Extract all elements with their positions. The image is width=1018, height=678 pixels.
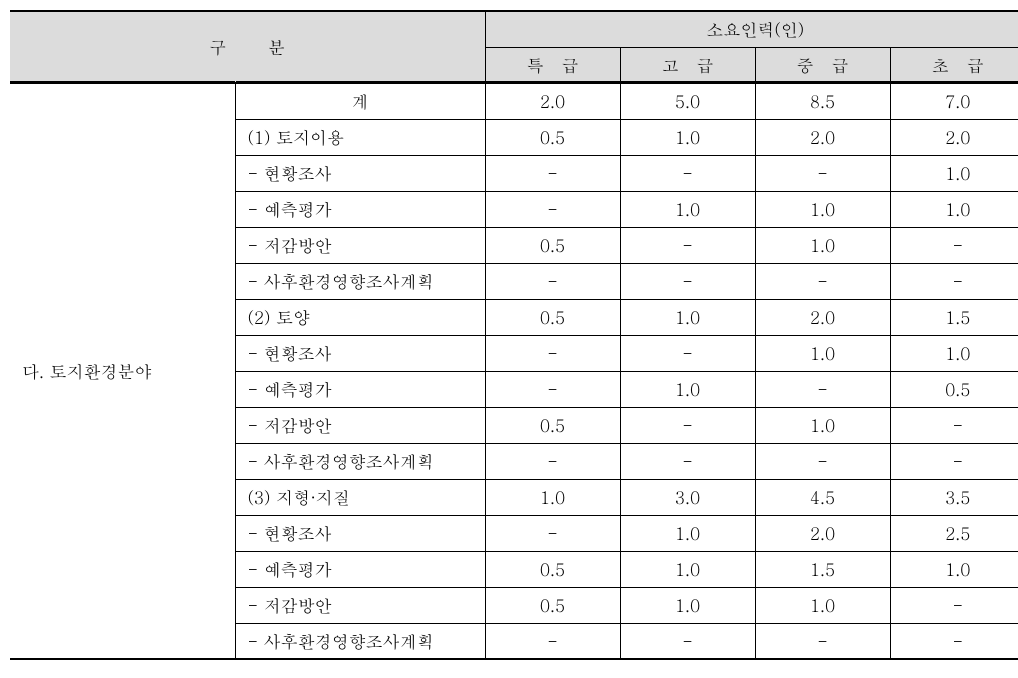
cell-value: 1.0 xyxy=(890,335,1018,371)
cell-value: 1.0 xyxy=(620,191,755,227)
cell-value: - xyxy=(890,227,1018,263)
cell-value: - xyxy=(620,155,755,191)
cell-value: 1.5 xyxy=(755,551,890,587)
header-personnel: 소요인력(인) xyxy=(485,11,1018,47)
cell-value: 0.5 xyxy=(485,407,620,443)
cell-value: 0.5 xyxy=(485,227,620,263)
cell-value: 0.5 xyxy=(485,551,620,587)
row-label: - 저감방안 xyxy=(235,587,485,623)
cell-value: - xyxy=(485,515,620,551)
cell-value: 1.0 xyxy=(890,155,1018,191)
row-label: - 예측평가 xyxy=(235,371,485,407)
cell-value: - xyxy=(485,371,620,407)
cell-value: - xyxy=(620,263,755,299)
cell-value: 2.0 xyxy=(755,299,890,335)
row-label: - 사후환경영향조사계획 xyxy=(235,263,485,299)
row-label: - 사후환경영향조사계획 xyxy=(235,443,485,479)
category-label: 다. 토지환경분야 xyxy=(10,83,235,659)
cell-value: - xyxy=(755,623,890,659)
cell-value: - xyxy=(485,191,620,227)
cell-value: 2.5 xyxy=(890,515,1018,551)
cell-value: 3.5 xyxy=(890,479,1018,515)
table-row: 다. 토지환경분야계2.05.08.57.0 xyxy=(10,83,1018,119)
cell-value: 3.0 xyxy=(620,479,755,515)
cell-value: 1.0 xyxy=(620,371,755,407)
cell-value: - xyxy=(485,335,620,371)
cell-value: 1.0 xyxy=(620,515,755,551)
row-label: - 현황조사 xyxy=(235,155,485,191)
cell-value: 1.0 xyxy=(755,335,890,371)
cell-value: - xyxy=(755,371,890,407)
cell-value: 2.0 xyxy=(755,515,890,551)
row-label: - 저감방안 xyxy=(235,407,485,443)
cell-value: 7.0 xyxy=(890,83,1018,119)
cell-value: - xyxy=(620,407,755,443)
cell-value: 1.0 xyxy=(620,587,755,623)
cell-value: 1.0 xyxy=(755,191,890,227)
cell-value: - xyxy=(485,155,620,191)
row-label: 계 xyxy=(235,83,485,119)
cell-value: - xyxy=(620,623,755,659)
row-label: (1) 토지이용 xyxy=(235,119,485,155)
cell-value: - xyxy=(485,623,620,659)
cell-value: 5.0 xyxy=(620,83,755,119)
cell-value: 0.5 xyxy=(485,299,620,335)
header-grade-1: 고 급 xyxy=(620,47,755,83)
cell-value: 2.0 xyxy=(890,119,1018,155)
cell-value: 4.5 xyxy=(755,479,890,515)
cell-value: - xyxy=(620,335,755,371)
cell-value: 1.0 xyxy=(620,551,755,587)
cell-value: - xyxy=(620,443,755,479)
cell-value: 1.0 xyxy=(620,299,755,335)
cell-value: - xyxy=(890,407,1018,443)
cell-value: - xyxy=(890,623,1018,659)
cell-value: 1.0 xyxy=(755,587,890,623)
table-body: 다. 토지환경분야계2.05.08.57.0(1) 토지이용0.51.02.02… xyxy=(10,83,1018,659)
row-label: - 예측평가 xyxy=(235,191,485,227)
row-label: - 저감방안 xyxy=(235,227,485,263)
cell-value: - xyxy=(755,443,890,479)
cell-value: 1.0 xyxy=(485,479,620,515)
personnel-table: 구 분 소요인력(인) 특 급 고 급 중 급 초 급 다. 토지환경분야계2.… xyxy=(10,10,1018,660)
header-grade-2: 중 급 xyxy=(755,47,890,83)
header-grade-0: 특 급 xyxy=(485,47,620,83)
row-label: - 현황조사 xyxy=(235,515,485,551)
cell-value: 0.5 xyxy=(890,371,1018,407)
cell-value: 1.0 xyxy=(890,551,1018,587)
cell-value: 1.0 xyxy=(890,191,1018,227)
cell-value: 0.5 xyxy=(485,587,620,623)
row-label: (3) 지형·지질 xyxy=(235,479,485,515)
cell-value: 1.0 xyxy=(620,119,755,155)
cell-value: 2.0 xyxy=(485,83,620,119)
row-label: - 사후환경영향조사계획 xyxy=(235,623,485,659)
row-label: - 예측평가 xyxy=(235,551,485,587)
cell-value: 0.5 xyxy=(485,119,620,155)
cell-value: - xyxy=(755,155,890,191)
cell-value: 8.5 xyxy=(755,83,890,119)
header-grade-3: 초 급 xyxy=(890,47,1018,83)
cell-value: - xyxy=(890,263,1018,299)
cell-value: - xyxy=(485,443,620,479)
cell-value: 2.0 xyxy=(755,119,890,155)
cell-value: - xyxy=(890,443,1018,479)
header-category: 구 분 xyxy=(10,11,485,83)
cell-value: 1.5 xyxy=(890,299,1018,335)
cell-value: 1.0 xyxy=(755,407,890,443)
row-label: - 현황조사 xyxy=(235,335,485,371)
cell-value: 1.0 xyxy=(755,227,890,263)
cell-value: - xyxy=(755,263,890,299)
cell-value: - xyxy=(620,227,755,263)
row-label: (2) 토양 xyxy=(235,299,485,335)
cell-value: - xyxy=(890,587,1018,623)
cell-value: - xyxy=(485,263,620,299)
